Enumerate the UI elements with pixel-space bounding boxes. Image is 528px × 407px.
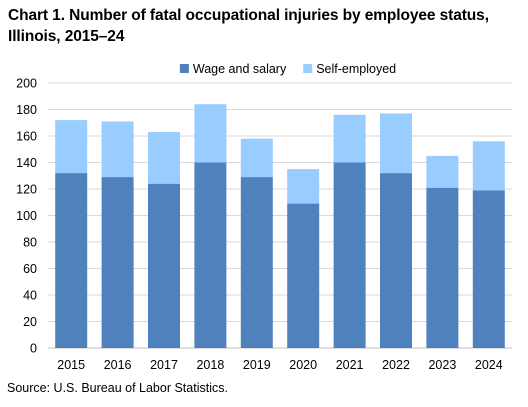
y-tick-label: 80: [23, 236, 37, 250]
x-tick-label: 2019: [243, 358, 271, 372]
x-tick-label: 2021: [336, 358, 364, 372]
bar-wage-and-salary-2018: [194, 162, 227, 348]
x-tick-label: 2022: [382, 358, 410, 372]
y-tick-label: 160: [16, 130, 37, 144]
bar-self-employed-2018: [194, 104, 227, 163]
y-tick-label: 200: [16, 77, 37, 91]
y-tick-label: 60: [23, 262, 37, 276]
chart-title: Chart 1. Number of fatal occupational in…: [8, 7, 489, 45]
legend-swatch-self-employed: [303, 64, 313, 73]
bar-self-employed-2016: [101, 121, 134, 178]
bar-wage-and-salary-2015: [55, 173, 88, 348]
x-tick-label: 2017: [150, 358, 178, 372]
bar-self-employed-2022: [380, 113, 412, 174]
y-tick-label: 40: [23, 289, 37, 303]
bar-self-employed-2019: [240, 138, 273, 178]
legend-swatch-wage-and-salary: [179, 64, 189, 73]
x-tick-label: 2023: [428, 358, 456, 372]
bar-wage-and-salary-2021: [333, 162, 366, 348]
y-tick-label: 100: [16, 209, 37, 223]
bar-wage-and-salary-2023: [426, 187, 459, 348]
y-tick-label: 0: [30, 342, 37, 356]
y-tick-label: 180: [16, 103, 37, 117]
bar-self-employed-2015: [55, 120, 88, 174]
x-tick-label: 2016: [104, 358, 132, 372]
bar-self-employed-2017: [148, 132, 180, 184]
bar-wage-and-salary-2024: [472, 190, 505, 348]
bar-self-employed-2021: [333, 114, 366, 163]
x-tick-label: 2018: [196, 358, 224, 372]
y-tick-label: 120: [16, 183, 37, 197]
x-tick-label: 2020: [289, 358, 317, 372]
source-note: Source: U.S. Bureau of Labor Statistics.: [7, 381, 228, 395]
y-tick-label: 20: [23, 315, 37, 329]
bar-self-employed-2023: [426, 155, 459, 188]
bar-self-employed-2020: [287, 169, 320, 204]
legend: Wage and salary Self-employed: [179, 62, 396, 76]
bars: [55, 104, 505, 348]
bar-wage-and-salary-2019: [240, 177, 273, 348]
bar-wage-and-salary-2022: [380, 173, 412, 348]
x-axis: 2015 2016 2017 2018 2019 2020 2021 2022 2023 2024: [57, 358, 502, 372]
bar-wage-and-salary-2020: [287, 203, 320, 348]
bar-wage-and-salary-2017: [148, 183, 180, 348]
bar-wage-and-salary-2016: [101, 177, 134, 348]
y-tick-label: 140: [16, 156, 37, 170]
legend-label-self-employed: Self-employed: [316, 62, 396, 76]
x-tick-label: 2024: [475, 358, 503, 372]
bar-self-employed-2024: [472, 141, 505, 191]
x-tick-label: 2015: [57, 358, 85, 372]
legend-label-wage-and-salary: Wage and salary: [193, 62, 287, 76]
y-axis: 0 20 40 60 80 100 120 140 160 180 200: [16, 77, 37, 356]
